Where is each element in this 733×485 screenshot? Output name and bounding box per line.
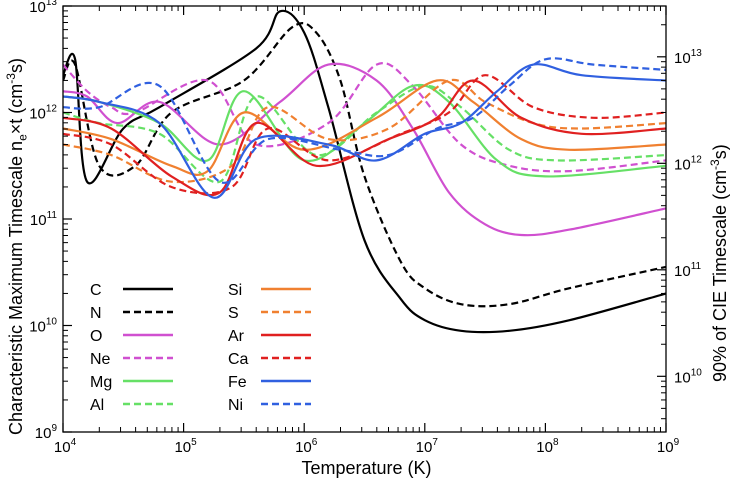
x-tick-label: 105 <box>174 437 197 456</box>
x-axis-title: Temperature (K) <box>301 458 432 478</box>
series-line-si <box>63 79 666 176</box>
legend-label-ne: Ne <box>90 351 111 368</box>
y-right-tick-label: 1012 <box>674 154 702 173</box>
legend-label-c: C <box>90 282 102 299</box>
series-line-ni <box>63 57 666 184</box>
series-line-o <box>63 62 666 237</box>
legend-label-o: O <box>90 328 102 345</box>
y-right-tick-label: 1011 <box>674 261 702 280</box>
y-axis-title-right: 90% of CIE Timescale (cm-3s) <box>708 144 730 382</box>
legend-label-ar: Ar <box>228 328 245 345</box>
y-left-tick-label: 109 <box>35 423 58 442</box>
x-tick-label: 108 <box>536 437 559 456</box>
legend-label-ca: Ca <box>228 351 249 368</box>
series-line-fe <box>63 63 666 199</box>
y-left-tick-label: 1010 <box>29 317 57 336</box>
legend-label-fe: Fe <box>228 374 247 391</box>
plot-frame <box>62 5 667 433</box>
y-left-tick-label: 1011 <box>30 210 58 229</box>
series-line-ne <box>63 62 666 173</box>
y-left-tick-label: 1012 <box>29 104 57 123</box>
series-line-c <box>63 9 666 334</box>
series-line-n <box>63 22 666 308</box>
x-tick-label: 107 <box>416 437 439 456</box>
axis-ticks: 104 105 106 107 108 109 109 1010 1011 1012 1013 101… <box>29 0 702 456</box>
series-line-ar <box>63 79 666 197</box>
x-tick-label: 106 <box>295 437 318 456</box>
legend-label-al: Al <box>90 397 104 414</box>
y-right-tick-label: 1010 <box>674 367 702 386</box>
legend-label-n: N <box>90 305 102 322</box>
legend: CNO Ne Mg Al Si S Ar Ca Fe Ni <box>90 282 311 414</box>
legend-label-s: S <box>228 305 239 322</box>
series-line-ca <box>63 74 666 195</box>
y-axis-title-left: Characteristic Maximum Timescale ne×t (c… <box>4 58 30 435</box>
y-right-tick-label: 1013 <box>674 48 702 67</box>
legend-label-ni: Ni <box>228 397 243 414</box>
series-curves <box>63 9 666 334</box>
x-tick-label: 109 <box>657 437 680 456</box>
legend-label-si: Si <box>228 282 242 299</box>
y-left-tick-label: 1013 <box>29 0 57 16</box>
x-tick-label: 104 <box>54 437 77 456</box>
legend-label-mg: Mg <box>90 374 112 391</box>
